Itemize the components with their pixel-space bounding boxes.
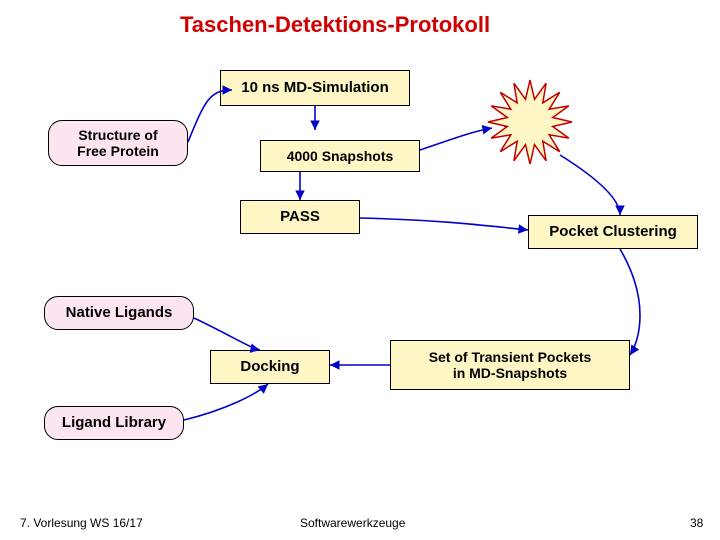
edge bbox=[194, 318, 260, 350]
node-pockets-label: Pockets bbox=[488, 110, 572, 134]
node-structure: Structure of Free Protein bbox=[48, 120, 188, 166]
footer-right: 38 bbox=[690, 516, 703, 530]
node-pocket-clustering: Pocket Clustering bbox=[528, 215, 698, 249]
node-docking: Docking bbox=[210, 350, 330, 384]
node-md-simulation: 10 ns MD-Simulation bbox=[220, 70, 410, 106]
node-ligand-library: Ligand Library bbox=[44, 406, 184, 440]
edge bbox=[560, 155, 620, 215]
edge bbox=[184, 384, 268, 420]
node-transient-pockets: Set of Transient Pockets in MD-Snapshots bbox=[390, 340, 630, 390]
page-title: Taschen-Detektions-Protokoll bbox=[180, 12, 490, 38]
edge bbox=[420, 128, 492, 150]
edge bbox=[360, 218, 528, 230]
footer-left: 7. Vorlesung WS 16/17 bbox=[20, 516, 143, 530]
node-native-ligands: Native Ligands bbox=[44, 296, 194, 330]
footer-center: Softwarewerkzeuge bbox=[300, 516, 405, 530]
node-snapshots: 4000 Snapshots bbox=[260, 140, 420, 172]
node-pass: PASS bbox=[240, 200, 360, 234]
